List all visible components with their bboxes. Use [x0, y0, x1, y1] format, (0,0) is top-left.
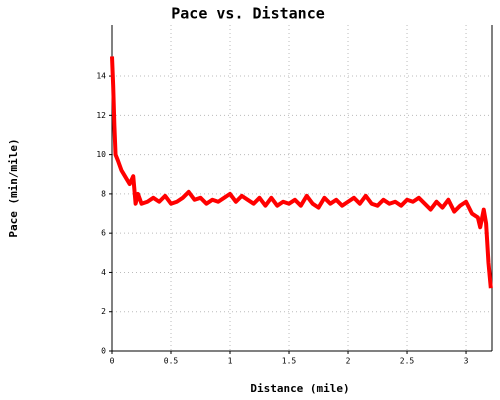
x-tick-label: 3: [464, 357, 469, 366]
y-axis-label: Pace (min/mile): [7, 138, 20, 237]
x-tick-label: 1: [228, 357, 233, 366]
chart-title: Pace vs. Distance: [171, 5, 325, 23]
y-tick-label: 0: [101, 347, 106, 356]
y-tick-label: 6: [101, 229, 106, 238]
y-tick-label: 4: [101, 268, 106, 277]
y-tick-label: 8: [101, 189, 106, 198]
y-tick-label: 14: [96, 72, 106, 81]
x-tick-label: 0: [110, 357, 115, 366]
y-tick-label: 2: [101, 307, 106, 316]
x-tick-label: 1.5: [282, 357, 297, 366]
x-tick-label: 2.5: [400, 357, 415, 366]
x-tick-label: 0.5: [164, 357, 179, 366]
x-axis-label: Distance (mile): [250, 382, 349, 395]
y-tick-label: 10: [96, 150, 106, 159]
y-tick-label: 12: [96, 111, 106, 120]
pace-line: [110, 56, 493, 289]
x-tick-label: 2: [346, 357, 351, 366]
